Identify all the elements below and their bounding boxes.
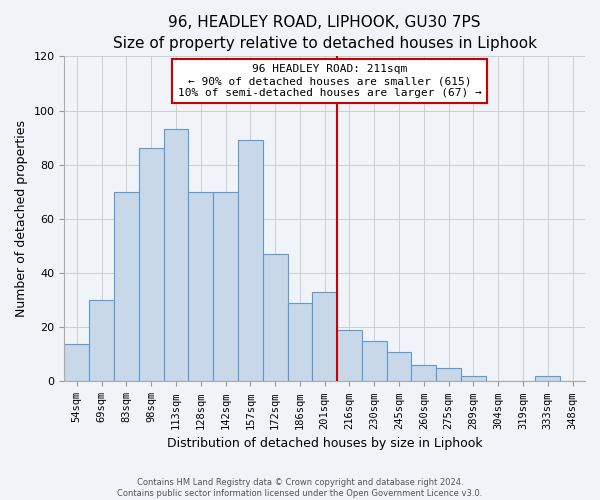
Bar (263, 254, 287, 382)
Bar (139, 148, 164, 382)
Bar (287, 303, 313, 382)
Bar (412, 365, 436, 382)
Text: 96 HEADLEY ROAD: 211sqm
← 90% of detached houses are smaller (615)
10% of semi-d: 96 HEADLEY ROAD: 211sqm ← 90% of detache… (178, 64, 482, 98)
Bar (213, 192, 238, 382)
Bar (188, 192, 213, 382)
Text: Contains HM Land Registry data © Crown copyright and database right 2024.
Contai: Contains HM Land Registry data © Crown c… (118, 478, 482, 498)
Bar (337, 330, 362, 382)
Bar (238, 140, 263, 382)
Bar (164, 130, 188, 382)
Bar (461, 376, 486, 382)
Title: 96, HEADLEY ROAD, LIPHOOK, GU30 7PS
Size of property relative to detached houses: 96, HEADLEY ROAD, LIPHOOK, GU30 7PS Size… (113, 15, 537, 51)
X-axis label: Distribution of detached houses by size in Liphook: Distribution of detached houses by size … (167, 437, 482, 450)
Bar (436, 368, 461, 382)
Bar (89, 300, 114, 382)
Bar (535, 376, 560, 382)
Bar (386, 352, 412, 382)
Bar (64, 344, 89, 382)
Y-axis label: Number of detached properties: Number of detached properties (15, 120, 28, 318)
Bar (114, 192, 139, 382)
Bar (362, 341, 386, 382)
Bar (313, 292, 337, 382)
